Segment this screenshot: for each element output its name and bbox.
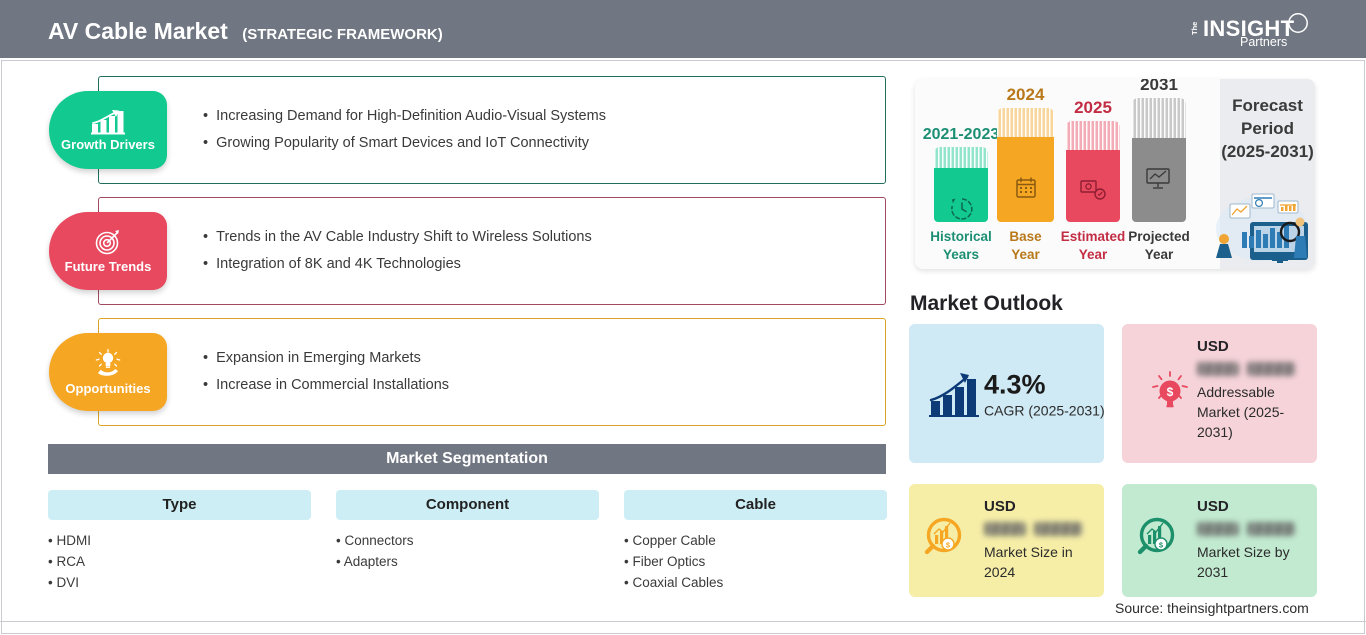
svg-text:Partners: Partners [1240,35,1287,49]
svg-text:$: $ [1167,385,1174,399]
svg-text:The: The [1190,22,1199,35]
